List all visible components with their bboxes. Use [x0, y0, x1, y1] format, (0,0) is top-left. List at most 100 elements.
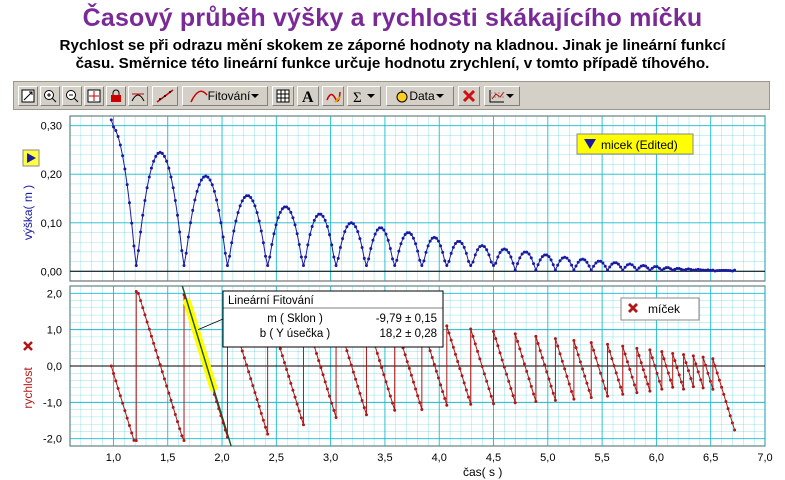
graph-options-icon[interactable]: [484, 86, 520, 106]
height-data-point: [522, 250, 526, 254]
statistics-icon[interactable]: Σ: [347, 86, 381, 106]
curve-fit-icon[interactable]: Fitování: [182, 86, 268, 106]
height-data-point: [699, 268, 703, 272]
velocity-data-point: [657, 379, 661, 383]
table-icon[interactable]: [272, 86, 294, 106]
triangle-marker-icon: [27, 153, 36, 163]
height-data-point: [208, 178, 212, 182]
velocity-data-point: [257, 404, 261, 408]
velocity-legend-box: [620, 297, 700, 321]
height-data-point: [382, 228, 386, 232]
height-data-point: [178, 230, 182, 234]
height-data-point: [424, 250, 428, 254]
height-data-point: [206, 175, 210, 179]
velocity-data-point: [691, 385, 695, 389]
examine-icon[interactable]: [84, 86, 104, 106]
height-data-point: [215, 198, 219, 202]
height-data-point: [460, 241, 464, 245]
velocity-data-point: [332, 408, 336, 412]
velocity-data-point: [699, 378, 703, 382]
data-icon[interactable]: Data: [386, 86, 454, 106]
velocity-data-point: [694, 362, 698, 366]
height-data-point: [116, 135, 120, 139]
y-tick-label: 2,0: [47, 288, 62, 300]
height-data-point: [612, 261, 616, 265]
height-data-point: [443, 259, 447, 263]
velocity-data-point: [612, 364, 616, 368]
velocity-data-point: [527, 377, 531, 381]
height-data-point: [343, 230, 347, 234]
height-data-point: [253, 204, 257, 208]
velocity-data-point: [384, 380, 388, 384]
velocity-data-point: [589, 396, 593, 400]
draw-icon[interactable]: [322, 86, 344, 106]
velocity-data-point: [321, 373, 325, 377]
zoom-out-icon[interactable]: [62, 86, 82, 106]
height-data-point: [623, 265, 627, 269]
height-data-point: [553, 268, 557, 272]
linear-fit-icon[interactable]: [152, 86, 178, 106]
height-data-point: [439, 244, 443, 248]
velocity-data-point: [441, 390, 445, 394]
velocity-data-point: [558, 352, 562, 356]
height-data-point: [509, 255, 513, 259]
velocity-data-point: [315, 351, 319, 355]
velocity-data-point: [118, 394, 122, 398]
height-data-point: [114, 129, 118, 133]
velocity-data-point: [405, 360, 409, 364]
height-data-point: [464, 251, 468, 255]
fit-param-value: -9,79 ± 0,15: [376, 313, 437, 325]
velocity-data-point: [511, 394, 515, 398]
height-data-point: [285, 205, 289, 209]
height-data-point: [401, 236, 405, 240]
height-data-point: [653, 265, 657, 269]
velocity-data-point: [601, 379, 605, 383]
velocity-data-point: [447, 331, 451, 335]
height-data-point: [176, 213, 180, 217]
height-data-point: [585, 260, 589, 264]
height-data-point: [630, 263, 634, 267]
height-data-point: [572, 268, 576, 272]
height-data-point: [482, 245, 486, 249]
height-data-point: [689, 267, 693, 271]
velocity-data-point: [261, 418, 265, 422]
velocity-data-point: [467, 395, 471, 399]
height-data-point: [319, 212, 323, 216]
velocity-data-point: [289, 381, 293, 385]
fit-param-value: 18,2 ± 0,28: [380, 328, 437, 340]
velocity-data-point: [608, 350, 612, 354]
height-data-point: [547, 255, 551, 259]
x-tick-label: 2,5: [269, 452, 284, 464]
velocity-data-point: [606, 342, 610, 346]
height-data-point: [527, 252, 531, 256]
zoom-in-icon[interactable]: [40, 86, 60, 106]
velocity-data-point: [669, 378, 673, 382]
height-legend-box: [576, 133, 694, 155]
height-data-point: [706, 268, 710, 272]
height-data-point: [283, 205, 287, 209]
height-data-point: [610, 262, 614, 266]
y-tick-label: 0,30: [41, 121, 62, 133]
velocity-data-point: [585, 381, 589, 385]
height-data-point: [234, 219, 238, 223]
delete-icon[interactable]: [458, 86, 480, 106]
height-data-point: [261, 241, 265, 245]
velocity-data-point: [614, 371, 618, 375]
lock-icon[interactable]: [106, 86, 126, 106]
velocity-data-point: [409, 373, 413, 377]
height-data-point: [325, 225, 329, 229]
velocity-data-point: [414, 387, 418, 391]
height-data-point: [556, 263, 560, 267]
text-annotation-icon[interactable]: A: [297, 86, 319, 106]
height-data-point: [270, 242, 274, 246]
height-data-point: [462, 245, 466, 249]
height-data-point: [312, 218, 316, 222]
height-data-point: [240, 199, 244, 203]
autoscale-icon[interactable]: [18, 86, 38, 106]
tangent-icon[interactable]: [128, 86, 148, 106]
velocity-data-point: [428, 349, 432, 353]
fit-title: Lineární Fitování: [228, 295, 314, 307]
height-data-point: [266, 263, 270, 267]
height-data-point: [513, 268, 517, 272]
velocity-data-point: [633, 383, 637, 387]
